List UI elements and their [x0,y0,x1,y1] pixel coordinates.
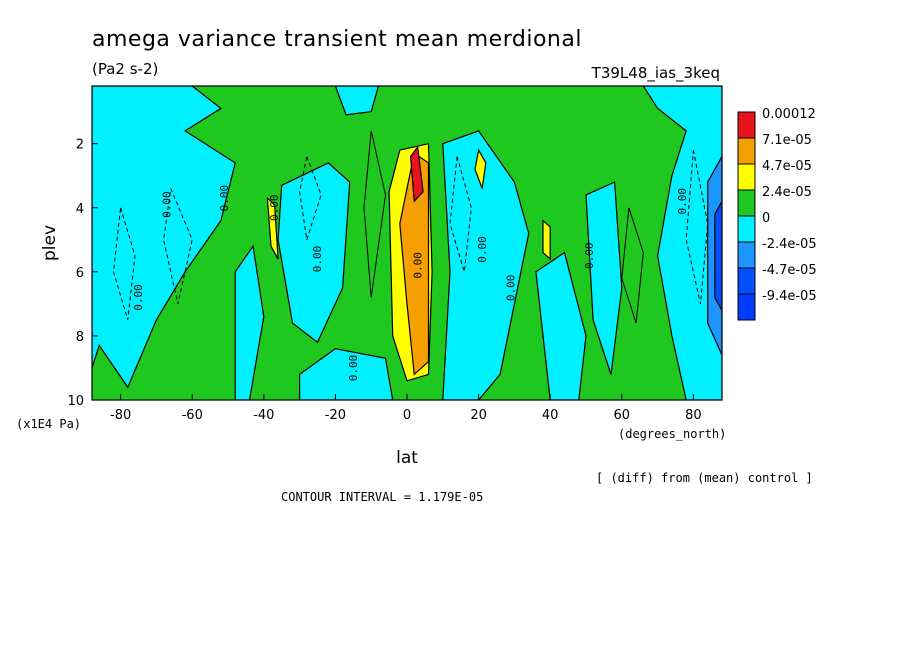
x-units-label: (degrees_north) [618,427,726,441]
legend-swatch [737,189,756,217]
contour-lines [112,130,709,324]
contour-labels: 0.00 0.00 0.00 0.00 0.00 0.00 0.00 0.00 0.00 0.00… [132,185,689,381]
legend: 0.00012 7.1e-05 4.7e-05 2.4e-05 0 -2.4e-05 -4.… [737,107,817,321]
legend-label: 2.4e-05 [762,185,812,200]
legend-label: -9.4e-05 [762,289,817,304]
y-tick-label: 6 [76,266,84,281]
x-tick-label: -20 [325,408,346,423]
contour-line [112,207,136,321]
legend-label: -4.7e-05 [762,263,817,278]
y-units-label: (x1E4 Pa) [16,417,81,431]
legend-label: 0 [762,211,770,226]
contour-label: 0.00 [161,191,174,218]
legend-label: 7.1e-05 [762,133,812,148]
x-tick-label: 80 [685,408,702,423]
y-tick-label: 2 [76,138,84,153]
y-tick-label: 8 [76,330,84,345]
legend-label: -2.4e-05 [762,237,817,252]
x-tick-label: 40 [542,408,559,423]
contour-label: 0.00 [347,355,360,382]
x-tick-label: 60 [613,408,630,423]
y-axis: 2 4 6 8 10 [67,138,98,409]
contour-line [685,150,709,305]
positive-region-max [409,145,424,203]
contour-label: 0.00 [218,185,231,212]
contour-interval-label: CONTOUR INTERVAL = 1.179E-05 [281,490,483,504]
negative-region [535,251,587,400]
contour-label: 0.00 [268,195,281,222]
negative-region [585,181,623,375]
x-axis-label: lat [396,448,418,468]
legend-swatch [737,241,756,269]
contour-label: 0.00 [504,275,517,302]
x-axis: -80 -60 -40 -20 0 20 40 60 80 [110,394,702,423]
contour-label: 0.00 [411,252,424,279]
contour-label: 0.00 [311,246,324,273]
contour-line [299,156,322,240]
negative-region [334,86,380,116]
x-tick-label: -40 [253,408,274,423]
negative-region [642,86,722,400]
x-tick-label: 20 [470,408,487,423]
experiment-label: T39L48_ias_3keq [591,64,720,83]
legend-swatch [737,111,756,139]
contour-line [363,130,387,298]
legend-swatch [737,215,756,243]
contour-label: 0.00 [132,284,145,311]
negative-region [234,244,265,400]
negative-region [277,162,351,344]
y-tick-label: 4 [76,202,84,217]
chart-title: amega variance transient mean merdional [92,27,582,52]
contour-label: 0.00 [583,243,596,269]
positive-region [266,196,279,260]
negative-region [299,348,394,400]
legend-swatch [737,137,756,165]
legend-swatch [737,293,756,321]
y-axis-label: plev [40,225,60,261]
negative-region [442,130,530,400]
units-label: (Pa2 s-2) [92,60,158,78]
legend-swatch [737,267,756,295]
contour-label: 0.00 [476,236,489,263]
negative-region-strong [714,200,722,312]
contour-line [621,207,644,324]
legend-swatch [737,163,756,191]
positive-region [542,219,551,261]
legend-label: 0.00012 [762,107,816,122]
positive-region [474,148,487,189]
footer-note: [ (diff) from (mean) control ] [596,471,813,485]
contour-line [163,188,193,305]
x-tick-label: -80 [110,408,131,423]
plot-area: 0.00 0.00 0.00 0.00 0.00 0.00 0.00 0.00 0.00 0.00… [92,86,722,400]
y-tick-label: 10 [67,394,84,409]
x-tick-label: 0 [403,408,411,423]
x-tick-label: -60 [182,408,203,423]
contour-label: 0.00 [676,188,689,215]
contour-line [449,156,472,272]
legend-label: 4.7e-05 [762,159,812,174]
